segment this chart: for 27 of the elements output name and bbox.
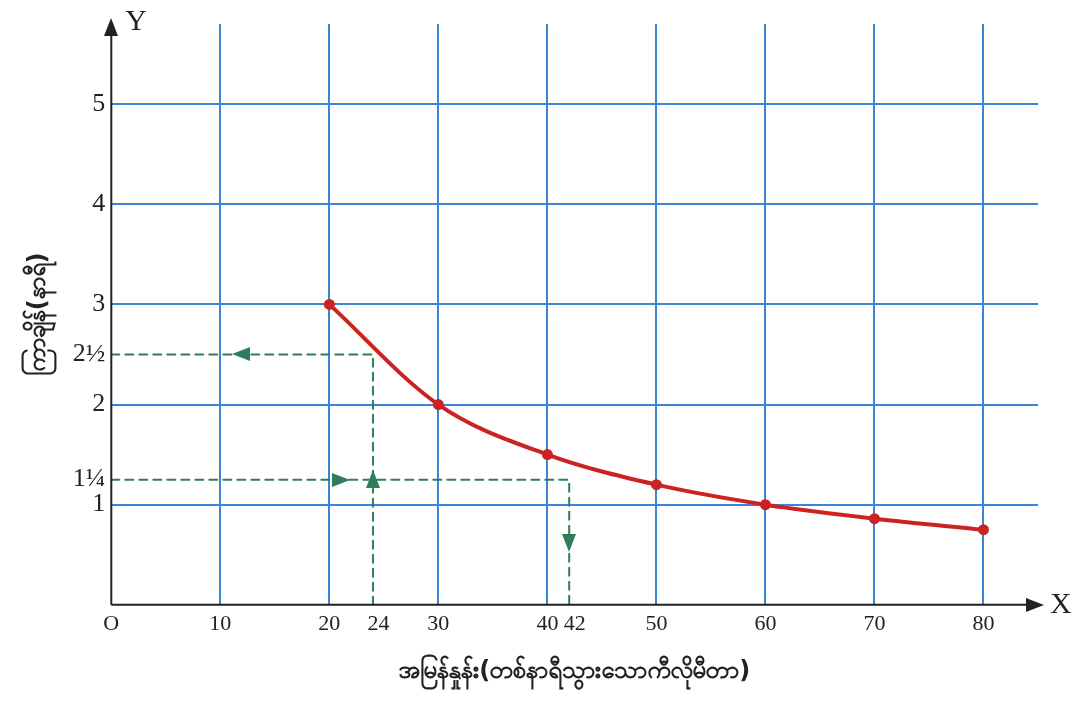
x-tick-label: 30 [427, 609, 450, 635]
x-tick-label: 70 [863, 609, 886, 635]
annotation: Y [125, 2, 147, 36]
text: X [1050, 585, 1072, 619]
x-tick-label: O [103, 609, 120, 635]
x-tick-label: 24 [356, 609, 390, 635]
x-tick-label: 60 [754, 609, 777, 635]
x-axis-title: အမြန်နှုန်း(တစ်နာရီသွားသောကီလိုမီတာ) [399, 653, 751, 690]
point [759, 499, 771, 511]
point [541, 449, 553, 461]
x-tick-label: 10 [209, 609, 232, 635]
point [868, 513, 880, 525]
x-tick-label: 80 [972, 609, 995, 635]
y-tick-label: 4 [92, 188, 106, 218]
point [432, 399, 444, 411]
x-tick-label: 50 [645, 609, 668, 635]
y-tick-label: 3 [92, 288, 106, 318]
y-tick-label: 2 [92, 388, 106, 418]
y-axis-title: ကြာချိန်(နာရီ) [20, 252, 57, 377]
y-tick-label: 2½ [72, 338, 106, 368]
y-tick-label: 5 [92, 87, 106, 117]
point [977, 524, 989, 536]
point [323, 298, 335, 310]
x-tick-label: 42 [563, 609, 586, 635]
x-tick-label: 40 [536, 609, 559, 635]
point [650, 479, 662, 491]
x-tick-label: 20 [318, 609, 341, 635]
